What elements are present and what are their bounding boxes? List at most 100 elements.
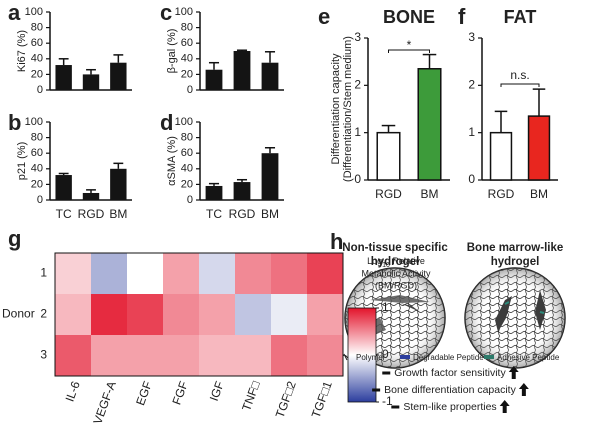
up-arrow: [518, 383, 529, 396]
y-tick-label: 80: [181, 22, 193, 34]
heatmap-cell: [271, 253, 307, 294]
x-tick-label: TC: [56, 207, 72, 221]
hydrogel-title: hydrogel: [371, 256, 420, 268]
bar: [82, 192, 100, 200]
bar: [417, 68, 442, 181]
panel-letter: g: [8, 226, 21, 251]
colorbar-tick-label: 1: [382, 300, 389, 314]
row-label: 2: [40, 307, 47, 321]
bar: [82, 74, 100, 90]
heatmap-cell: [127, 335, 163, 376]
heatmap-cell: [127, 253, 163, 294]
y-tick-label: 1: [468, 125, 475, 139]
panel-letter: f: [458, 4, 466, 29]
significance-label: *: [407, 38, 412, 52]
panel-letter: d: [160, 110, 173, 135]
y-tick-label: 0: [37, 84, 43, 96]
y-tick-label: 0: [354, 172, 361, 186]
x-tick-label: RGD: [375, 187, 402, 201]
y-tick-label: 3: [354, 30, 361, 44]
y-tick-label: 40: [181, 53, 193, 65]
effect-label: Stem-like properties: [403, 401, 496, 413]
x-tick-label: TC: [206, 207, 222, 221]
heatmap-cell: [235, 253, 271, 294]
y-tick-label: 100: [175, 6, 193, 18]
y-tick-label: 0: [187, 194, 193, 206]
heatmap-cell: [55, 335, 91, 376]
effect-dash: [372, 388, 381, 392]
y-tick-label: 20: [31, 178, 43, 190]
heatmap-cell: [199, 253, 235, 294]
heatmap-cell: [163, 294, 199, 335]
y-tick-label: 80: [31, 22, 43, 34]
y-tick-label: 80: [31, 132, 43, 144]
column-label: IGF: [207, 379, 227, 403]
bar: [489, 131, 513, 181]
y-tick-label: 40: [31, 163, 43, 175]
x-tick-label: RGD: [488, 187, 515, 201]
panel-letter: e: [318, 4, 330, 29]
heatmap-cell: [199, 294, 235, 335]
y-tick-label: 0: [37, 194, 43, 206]
hydrogel-title: Bone marrow-like: [467, 242, 564, 254]
bar: [110, 168, 127, 200]
y-axis-label: Differentiation capacity: [330, 53, 342, 165]
y-tick-label: 100: [25, 116, 43, 128]
y-tick-label: 0: [187, 84, 193, 96]
column-label: EGF: [133, 379, 155, 407]
bar: [376, 131, 401, 181]
bar: [233, 51, 251, 90]
x-tick-label: BM: [421, 187, 439, 201]
y-tick-label: 60: [181, 147, 193, 159]
heatmap-cell: [163, 253, 199, 294]
y-axis-label: αSMA (%): [166, 136, 178, 186]
effect-dash: [382, 371, 391, 375]
y-tick-label: 60: [31, 147, 43, 159]
bar: [261, 153, 279, 200]
y-tick-label: 3: [468, 30, 475, 44]
y-tick-label: 40: [31, 53, 43, 65]
colorbar-title: (BM/RGD): [375, 280, 417, 290]
bar: [261, 62, 279, 90]
panel-letter: b: [8, 110, 21, 135]
x-tick-label: BM: [261, 207, 279, 221]
column-label: IL-6: [63, 379, 83, 404]
significance-label: n.s.: [510, 68, 529, 82]
y-tick-label: 0: [468, 172, 475, 186]
hydrogel-title: Non-tissue specific: [342, 242, 448, 254]
heatmap-frame: [54, 252, 344, 377]
column-label: TGF□2: [273, 379, 299, 420]
y-tick-label: 40: [181, 163, 193, 175]
x-tick-label: RGD: [78, 207, 105, 221]
bar: [527, 115, 551, 181]
y-axis-label: β-gal (%): [166, 29, 178, 74]
colorbar-title-part: Log: [367, 256, 382, 266]
y-axis-label: p21 (%): [16, 142, 28, 181]
heatmap-cell: [55, 253, 91, 294]
heatmap-cell: [91, 335, 127, 376]
heatmap-cell: [199, 335, 235, 376]
effect-dash: [391, 405, 400, 409]
panel-title: FAT: [504, 7, 537, 27]
y-tick-label: 20: [181, 68, 193, 80]
panel-letter: h: [330, 229, 343, 254]
row-axis-label: Donor: [2, 307, 35, 321]
colorbar-title: Metabolic Activity: [361, 268, 431, 278]
y-tick-label: 100: [175, 116, 193, 128]
significance-bracket: [388, 49, 430, 53]
up-arrow: [508, 366, 519, 379]
hydrogel-title: hydrogel: [491, 256, 540, 268]
y-axis-label: (Differentiation/Stem medium): [342, 36, 354, 182]
significance-bracket: [500, 83, 540, 87]
bar: [55, 65, 72, 90]
row-label: 3: [40, 348, 47, 362]
column-label: FGF: [169, 379, 190, 406]
heatmap-cell: [271, 335, 307, 376]
legend-label: Polymer: [356, 353, 386, 362]
panel-title: BONE: [383, 7, 435, 27]
heatmap-cell: [271, 294, 307, 335]
legend-label: Degradable Peptide: [413, 353, 484, 362]
y-tick-label: 20: [181, 178, 193, 190]
y-tick-label: 100: [25, 6, 43, 18]
